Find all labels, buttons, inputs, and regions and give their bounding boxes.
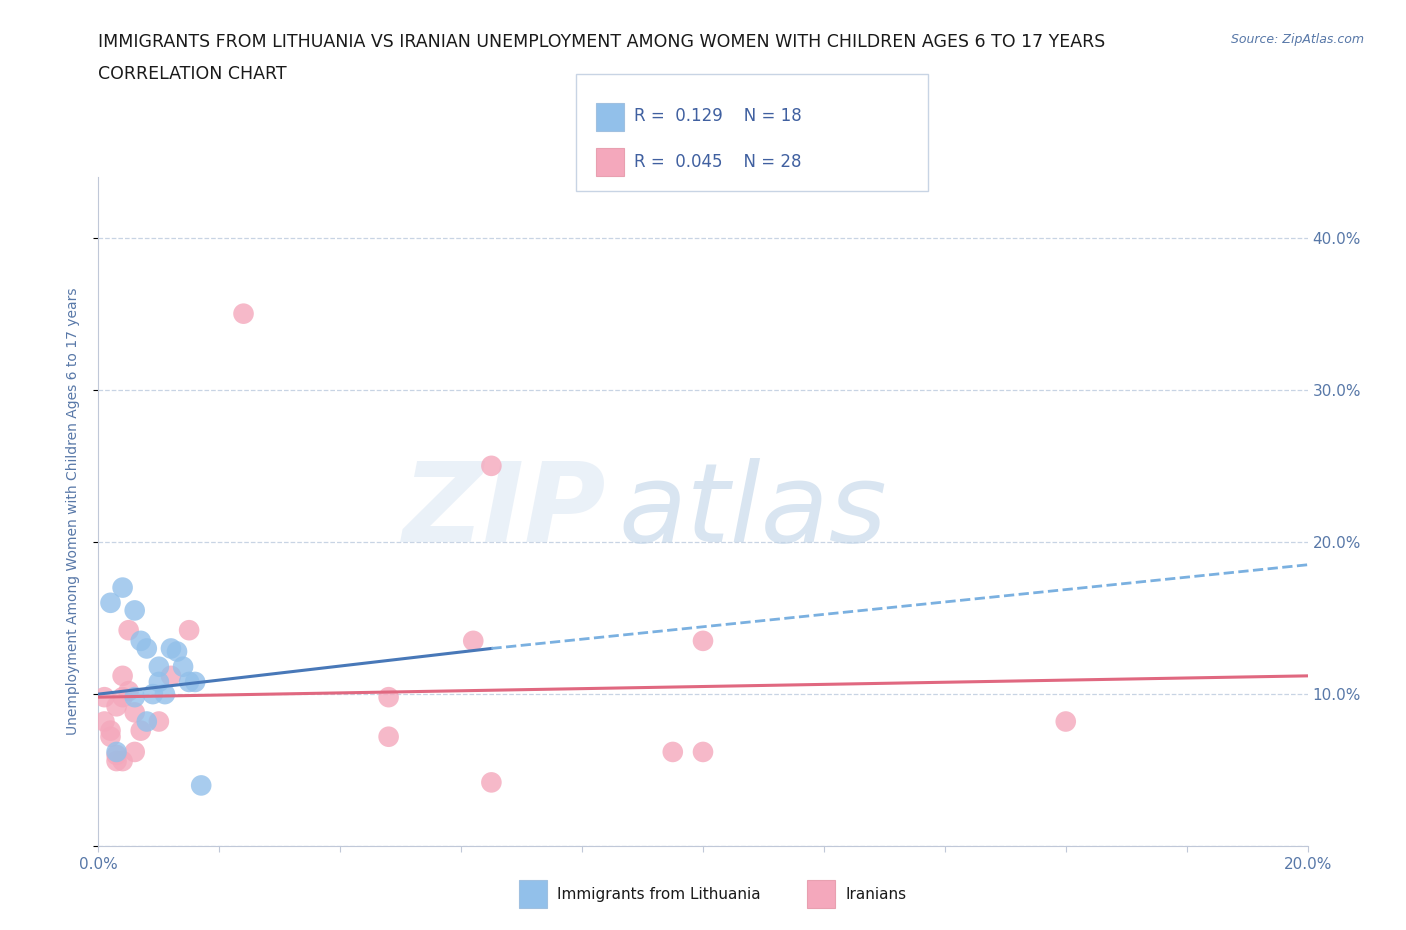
Point <box>153 686 176 701</box>
Text: Immigrants from Lithuania: Immigrants from Lithuania <box>557 887 761 902</box>
Point <box>481 458 503 473</box>
Point <box>692 745 714 760</box>
Point <box>135 641 157 656</box>
Point <box>105 698 128 713</box>
Point <box>100 595 122 610</box>
Point <box>93 690 115 705</box>
Point <box>135 714 157 729</box>
Text: R =  0.045    N = 28: R = 0.045 N = 28 <box>634 153 801 171</box>
Point <box>1054 714 1077 729</box>
Point <box>124 603 146 618</box>
Point <box>111 753 134 768</box>
Point <box>111 690 134 705</box>
Point <box>124 690 146 705</box>
Text: Iranians: Iranians <box>845 887 905 902</box>
Point <box>105 748 128 763</box>
Point <box>166 644 188 659</box>
Point <box>118 684 141 698</box>
Text: CORRELATION CHART: CORRELATION CHART <box>98 65 287 83</box>
Point <box>100 724 122 738</box>
Point <box>148 659 170 674</box>
Point <box>142 686 165 701</box>
Point <box>377 690 399 705</box>
Point <box>124 745 146 760</box>
Point <box>148 674 170 689</box>
Text: R =  0.129    N = 18: R = 0.129 N = 18 <box>634 107 801 126</box>
Point <box>179 674 201 689</box>
Point <box>184 674 207 689</box>
Point <box>160 641 183 656</box>
Text: IMMIGRANTS FROM LITHUANIA VS IRANIAN UNEMPLOYMENT AMONG WOMEN WITH CHILDREN AGES: IMMIGRANTS FROM LITHUANIA VS IRANIAN UNE… <box>98 33 1105 50</box>
Point <box>111 580 134 595</box>
Point <box>190 778 212 793</box>
Point <box>232 306 254 321</box>
Point <box>118 623 141 638</box>
Point <box>93 714 115 729</box>
Y-axis label: Unemployment Among Women with Children Ages 6 to 17 years: Unemployment Among Women with Children A… <box>66 287 80 736</box>
Point <box>160 669 183 684</box>
Point <box>481 775 503 790</box>
Point <box>172 659 194 674</box>
Point <box>105 753 128 768</box>
Point <box>148 714 170 729</box>
Point <box>129 724 152 738</box>
Point <box>105 745 128 760</box>
Text: atlas: atlas <box>619 458 887 565</box>
Point <box>124 705 146 720</box>
Point <box>179 623 201 638</box>
Point <box>463 633 485 648</box>
Text: Source: ZipAtlas.com: Source: ZipAtlas.com <box>1230 33 1364 46</box>
Point <box>692 633 714 648</box>
Point <box>111 669 134 684</box>
Point <box>662 745 685 760</box>
Point <box>377 729 399 744</box>
Point <box>129 633 152 648</box>
Point <box>100 729 122 744</box>
Text: ZIP: ZIP <box>402 458 606 565</box>
